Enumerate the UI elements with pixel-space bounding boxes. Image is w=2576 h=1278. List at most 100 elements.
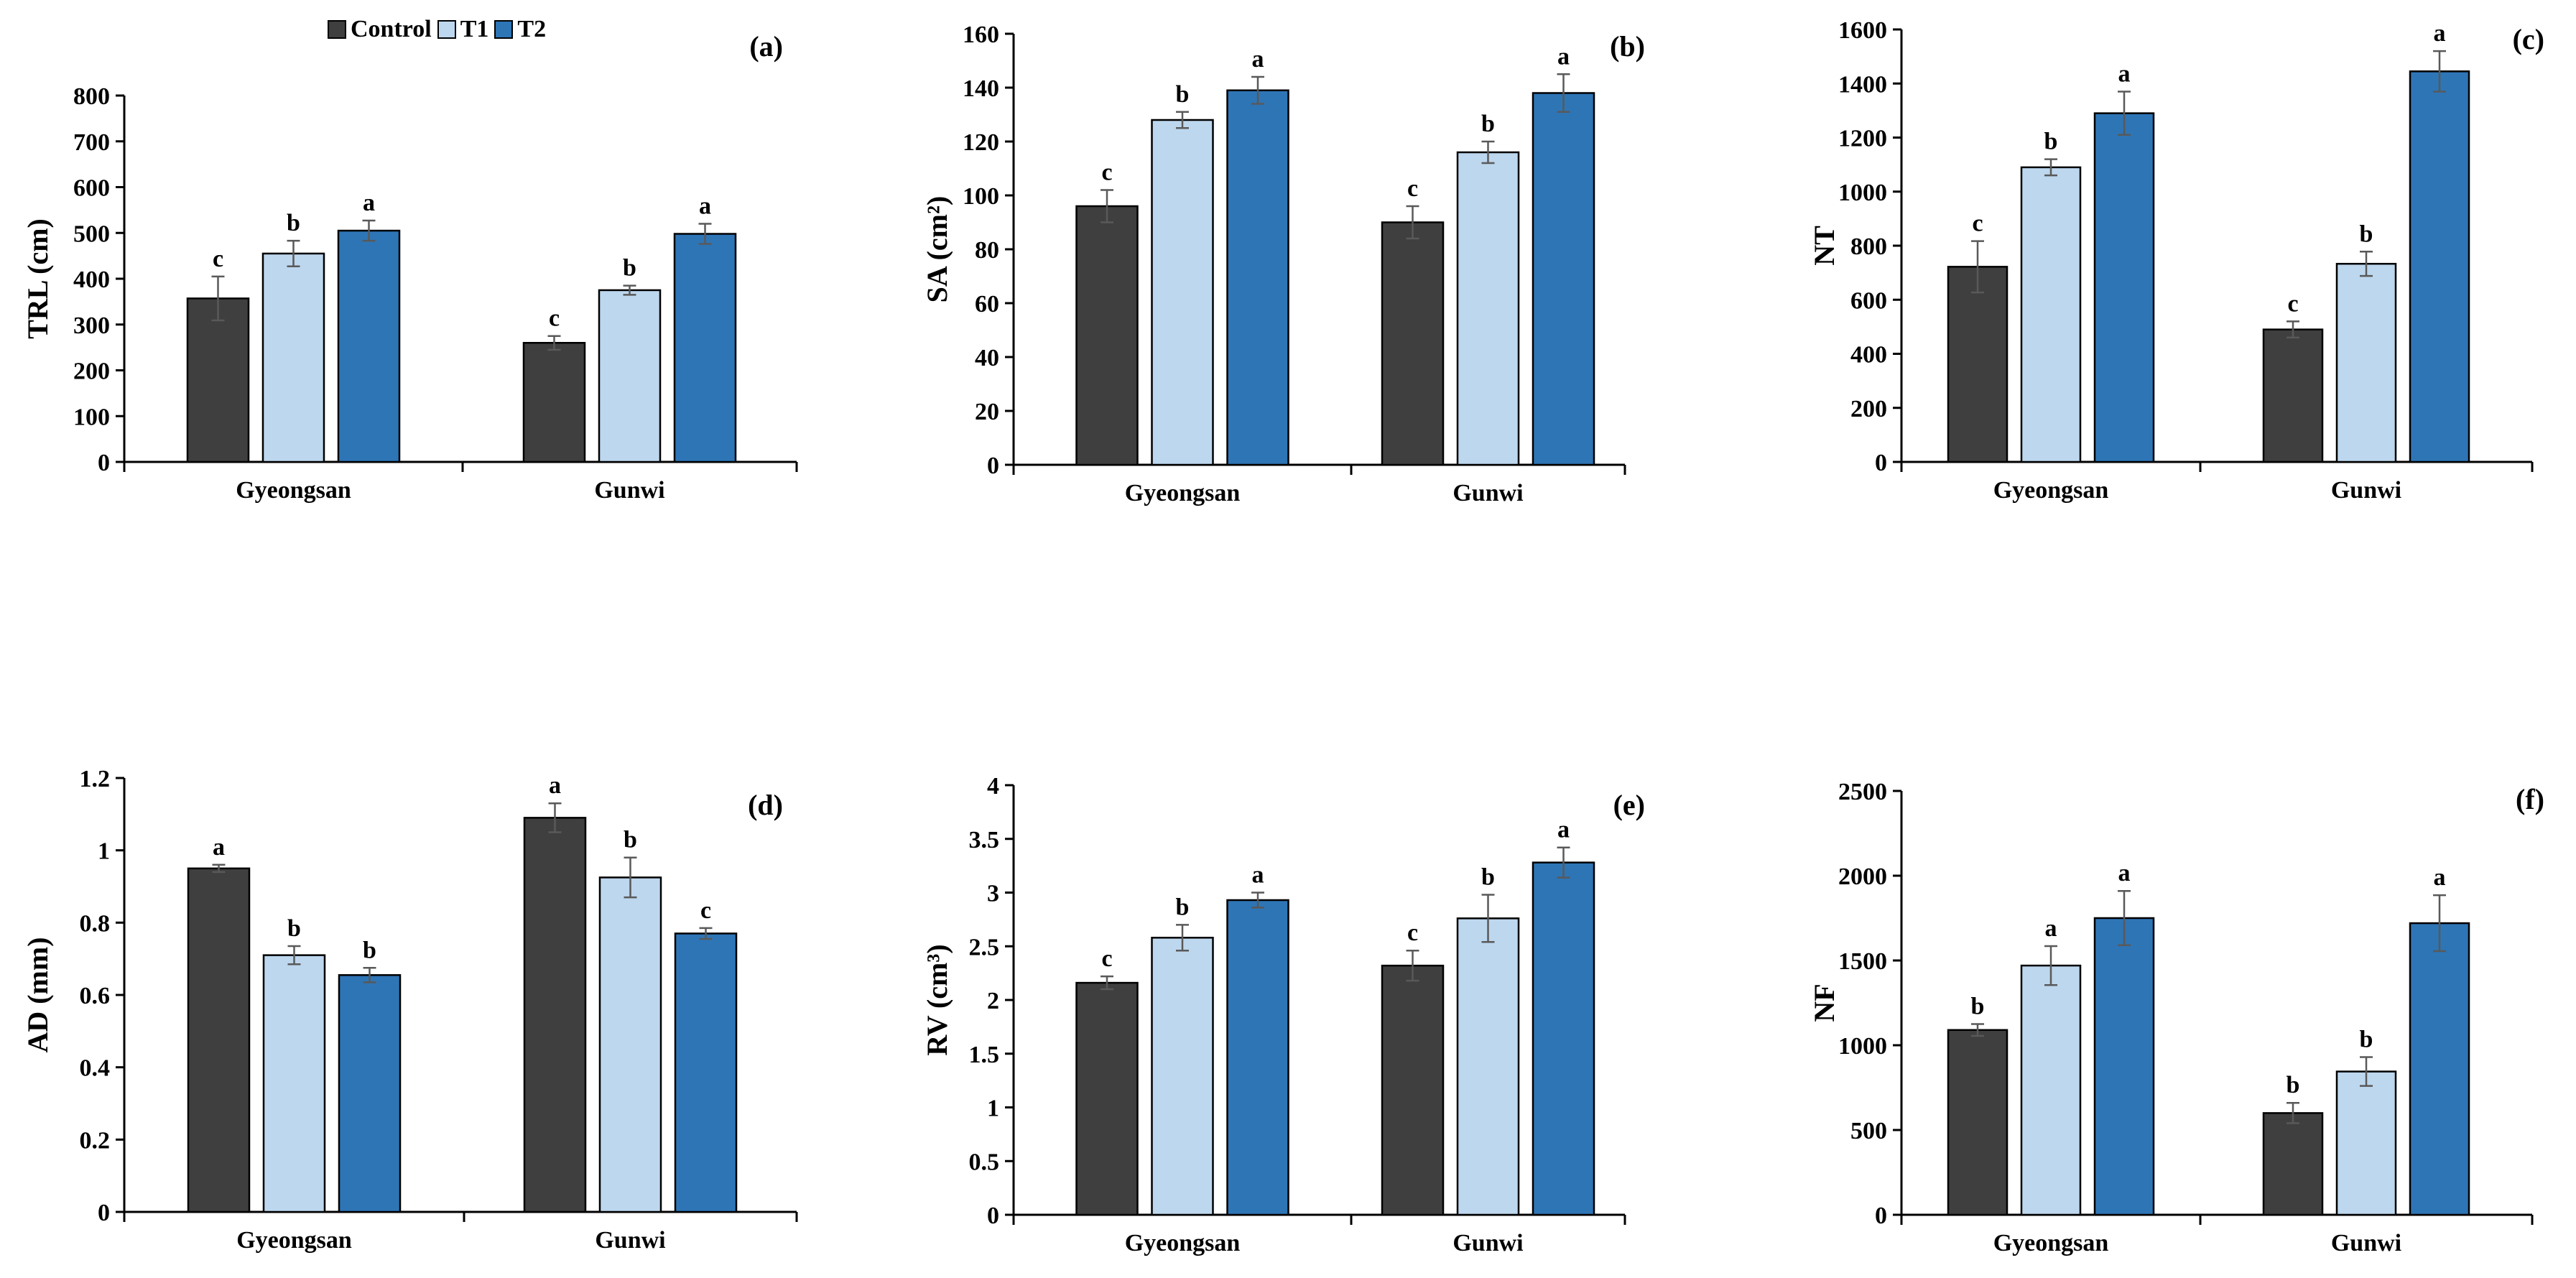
significance-letter: a [1252,862,1264,889]
bar-t2-gyeongsan [337,229,401,463]
significance-letter: c [1407,920,1418,946]
x-category-label: Gunwi [595,1227,665,1254]
y-tick-label: 2.5 [969,934,1000,960]
bar-control-gunwi [2262,328,2324,463]
y-tick-label: 140 [963,75,999,102]
x-category-label: Gyeongsan [1125,480,1241,506]
panel-label: (b) [1610,30,1645,62]
bar-t1-gyeongsan [1151,119,1214,466]
significance-letter: b [624,827,637,853]
x-category-label: Gunwi [2331,1230,2401,1256]
y-tick-label: 80 [975,237,999,264]
significance-letter: b [287,210,300,236]
x-category-label: Gunwi [1453,480,1523,506]
y-tick-label: 600 [1850,287,1887,314]
y-tick-label: 500 [1850,1118,1887,1144]
significance-letter: a [2434,20,2446,47]
chart-panel-5: 0 0.5 1 1.5 2 2.5 3 3.5 4 Gyeongsan Gunwi RV (cm³) (… [921,773,1645,1256]
significance-letter: b [1481,863,1495,890]
panel-label: (a) [749,30,783,62]
panel-label: (e) [1613,789,1645,821]
y-tick-label: 1.2 [80,766,111,792]
legend-label-t2: T2 [517,16,547,42]
y-tick-label: 60 [975,291,999,318]
legend-swatch-t1 [437,20,456,39]
bar-t2-gunwi [2409,70,2470,463]
y-tick-label: 4 [987,773,999,800]
x-category-label: Gunwi [2331,477,2401,504]
y-tick-label: 800 [1850,233,1887,260]
y-tick-label: 100 [963,183,999,210]
bar-control-gunwi [1381,221,1445,466]
x-category-label: Gyeongsan [1993,477,2109,504]
significance-letter: b [1176,81,1190,108]
x-category-label: Gyeongsan [236,477,351,504]
y-tick-label: 1 [98,838,110,865]
bar-t1-gyeongsan [2020,166,2082,463]
significance-letter: b [1971,994,1985,1020]
y-tick-label: 0.2 [80,1127,111,1154]
y-tick-label: 300 [73,312,110,339]
legend-label-t1: T1 [460,16,489,42]
bar-t1-gyeongsan [1151,937,1214,1216]
y-axis-title: TRL (cm) [22,218,54,339]
y-axis-title: NT [1808,226,1840,266]
bar-t1-gyeongsan [261,252,325,463]
x-category-label: Gunwi [594,477,664,504]
y-tick-label: 20 [975,399,999,425]
legend-swatch-control [328,20,346,39]
chart-panel-1: 0 100 200 300 400 500 600 700 800 Gyeongsan Gunwi T… [22,30,798,504]
y-tick-label: 200 [1850,396,1887,422]
y-tick-label: 600 [73,175,110,202]
x-category-label: Gunwi [1453,1230,1523,1256]
y-tick-label: 40 [975,345,999,371]
y-tick-label: 0 [1875,1203,1887,1229]
bar-control-gyeongsan [1075,205,1139,466]
significance-letter: a [213,834,225,861]
bar-t1-gunwi [2335,262,2397,463]
bar-t2-gunwi [2409,922,2470,1216]
significance-letter: a [1557,43,1570,70]
y-tick-label: 800 [73,83,110,110]
x-category-label: Gyeongsan [1125,1230,1241,1256]
y-tick-label: 120 [963,129,999,156]
bar-t1-gunwi [2335,1070,2397,1216]
x-category-label: Gyeongsan [1993,1230,2109,1256]
y-tick-label: 0.4 [80,1055,111,1082]
legend: Control T1 T2 [328,16,552,43]
y-tick-label: 400 [73,267,110,293]
significance-letter: c [1101,159,1112,186]
y-tick-label: 700 [73,129,110,156]
y-tick-label: 0 [987,1203,999,1229]
y-tick-label: 1600 [1838,17,1887,44]
significance-letter: c [1101,945,1112,972]
y-tick-label: 0 [1875,450,1887,476]
panel-label: (c) [2513,23,2544,55]
bar-t2-gyeongsan [1226,899,1289,1216]
legend-item-t1: T1 [437,16,489,43]
significance-letter: b [2360,221,2373,247]
significance-letter: a [2434,864,2446,891]
significance-letter: a [363,190,375,216]
bar-t2-gunwi [1532,92,1595,466]
bar-t1-gunwi [598,289,662,463]
significance-letter: b [2044,129,2058,155]
y-tick-label: 0.6 [80,983,111,1009]
significance-letter: c [1972,210,1983,237]
y-tick-label: 0.5 [969,1149,1000,1175]
bar-control-gyeongsan [1075,981,1139,1216]
y-tick-label: 2500 [1838,779,1887,805]
y-tick-label: 1500 [1838,948,1887,975]
bar-control-gunwi [2262,1112,2324,1216]
y-tick-label: 0.8 [80,910,111,937]
y-tick-label: 160 [963,22,999,48]
significance-letter: a [2045,915,2057,942]
x-category-label: Gyeongsan [236,1227,352,1254]
y-tick-label: 3 [987,881,999,907]
significance-letter: c [700,897,711,924]
y-tick-label: 0 [98,1200,110,1226]
y-tick-label: 1 [987,1096,999,1122]
bar-t1-gunwi [598,876,662,1213]
y-axis-title: SA (cm²) [921,196,953,303]
y-axis-title: RV (cm³) [921,944,953,1055]
